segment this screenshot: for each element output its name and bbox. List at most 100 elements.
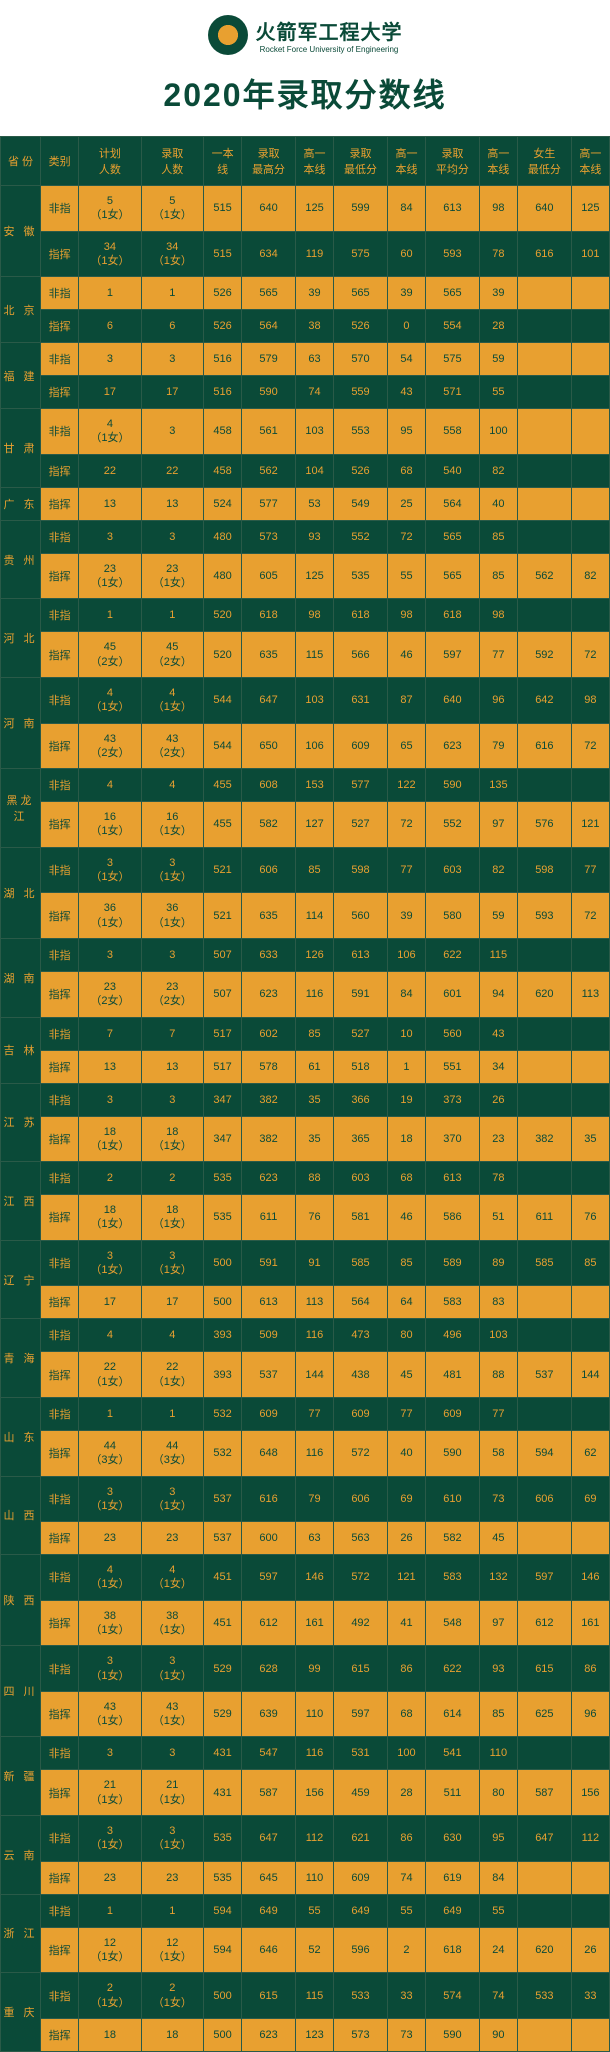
data-cell: 90 bbox=[479, 2018, 517, 2051]
data-cell: 1 bbox=[79, 599, 141, 632]
province-cell: 广 东 bbox=[1, 487, 41, 520]
data-cell: 533 bbox=[518, 1973, 572, 2019]
data-cell: 1 bbox=[79, 277, 141, 310]
admission-scores-table: 省 份类别计划人数录取人数一本线录取最高分高一本线录取最低分高一本线录取平均分高… bbox=[0, 136, 610, 2052]
data-cell: 520 bbox=[204, 632, 242, 678]
data-cell: 13 bbox=[141, 487, 203, 520]
data-cell: 28 bbox=[387, 1770, 425, 1816]
data-cell: 51 bbox=[479, 1195, 517, 1241]
data-cell: 614 bbox=[426, 1691, 480, 1737]
data-cell: 39 bbox=[479, 277, 517, 310]
data-cell: 572 bbox=[334, 1430, 388, 1476]
data-cell bbox=[518, 1017, 572, 1050]
data-cell: 指挥 bbox=[41, 376, 79, 409]
data-cell: 618 bbox=[426, 599, 480, 632]
data-cell: 指挥 bbox=[41, 2018, 79, 2051]
data-cell: 3（1女） bbox=[79, 1646, 141, 1692]
data-cell: 116 bbox=[295, 1319, 333, 1352]
data-cell: 3 bbox=[141, 1083, 203, 1116]
table-row: 新 疆非指33431547116531100541110 bbox=[1, 1737, 610, 1770]
data-cell: 121 bbox=[387, 1555, 425, 1601]
data-cell: 100 bbox=[479, 409, 517, 455]
data-cell: 2 bbox=[387, 1927, 425, 1973]
data-cell: 指挥 bbox=[41, 971, 79, 1017]
data-cell: 24 bbox=[479, 1927, 517, 1973]
data-cell: 18（1女） bbox=[141, 1195, 203, 1241]
data-cell: 156 bbox=[571, 1770, 609, 1816]
data-cell: 82 bbox=[479, 847, 517, 893]
data-cell: 指挥 bbox=[41, 231, 79, 277]
table-row: 指挥43（1女）43（1女）529639110597686148562596 bbox=[1, 1691, 610, 1737]
data-cell bbox=[518, 1861, 572, 1894]
data-cell: 591 bbox=[334, 971, 388, 1017]
data-cell: 68 bbox=[387, 454, 425, 487]
data-cell: 3 bbox=[141, 520, 203, 553]
data-cell: 非指 bbox=[41, 277, 79, 310]
data-cell: 500 bbox=[204, 1973, 242, 2019]
data-cell: 544 bbox=[204, 723, 242, 769]
data-cell: 592 bbox=[518, 632, 572, 678]
data-cell: 365 bbox=[334, 1116, 388, 1162]
data-cell: 84 bbox=[479, 1861, 517, 1894]
data-cell bbox=[571, 376, 609, 409]
data-cell: 23（2女） bbox=[79, 971, 141, 1017]
data-cell: 153 bbox=[295, 769, 333, 802]
data-cell: 19 bbox=[387, 1083, 425, 1116]
data-cell: 537 bbox=[242, 1352, 296, 1398]
data-cell: 2 bbox=[79, 1162, 141, 1195]
data-cell: 13 bbox=[141, 1050, 203, 1083]
data-cell: 38（1女） bbox=[141, 1600, 203, 1646]
data-cell: 587 bbox=[242, 1770, 296, 1816]
data-cell: 82 bbox=[571, 553, 609, 599]
data-cell: 577 bbox=[242, 487, 296, 520]
data-cell: 55 bbox=[295, 1894, 333, 1927]
data-cell: 45 bbox=[387, 1352, 425, 1398]
data-cell: 590 bbox=[426, 769, 480, 802]
province-cell: 安 徽 bbox=[1, 186, 41, 277]
data-cell: 125 bbox=[295, 553, 333, 599]
data-cell: 22（1女） bbox=[79, 1352, 141, 1398]
data-cell: 110 bbox=[295, 1691, 333, 1737]
table-header-row: 省 份类别计划人数录取人数一本线录取最高分高一本线录取最低分高一本线录取平均分高… bbox=[1, 137, 610, 186]
data-cell bbox=[518, 454, 572, 487]
data-cell: 76 bbox=[295, 1195, 333, 1241]
data-cell: 616 bbox=[518, 723, 572, 769]
data-cell: 84 bbox=[387, 186, 425, 232]
data-cell bbox=[571, 277, 609, 310]
table-row: 指挥131351757861518155134 bbox=[1, 1050, 610, 1083]
data-cell: 52 bbox=[295, 1927, 333, 1973]
data-cell bbox=[571, 409, 609, 455]
data-cell: 4 bbox=[141, 769, 203, 802]
data-cell: 43（1女） bbox=[141, 1691, 203, 1737]
table-row: 指挥18（1女）18（1女）53561176581465865161176 bbox=[1, 1195, 610, 1241]
data-cell: 121 bbox=[571, 802, 609, 848]
data-cell: 85 bbox=[295, 847, 333, 893]
data-cell: 623 bbox=[242, 1162, 296, 1195]
province-cell: 贵 州 bbox=[1, 520, 41, 599]
data-cell: 2 bbox=[141, 1162, 203, 1195]
data-cell: 116 bbox=[295, 1430, 333, 1476]
data-cell: 91 bbox=[295, 1240, 333, 1286]
data-cell: 72 bbox=[571, 632, 609, 678]
data-cell: 79 bbox=[479, 723, 517, 769]
data-cell: 指挥 bbox=[41, 893, 79, 939]
data-cell: 583 bbox=[426, 1286, 480, 1319]
data-cell bbox=[571, 1522, 609, 1555]
table-row: 云 南非指3（1女）3（1女）5356471126218663095647112 bbox=[1, 1816, 610, 1862]
data-cell: 93 bbox=[295, 520, 333, 553]
table-body: 安 徽非指5（1女）5（1女）5156401255998461398640125… bbox=[1, 186, 610, 2052]
data-cell: 623 bbox=[426, 723, 480, 769]
university-logo-icon bbox=[208, 15, 248, 55]
data-cell: 指挥 bbox=[41, 454, 79, 487]
data-cell: 3 bbox=[79, 1083, 141, 1116]
data-cell: 指挥 bbox=[41, 1600, 79, 1646]
data-cell: 116 bbox=[295, 1737, 333, 1770]
data-cell: 非指 bbox=[41, 1737, 79, 1770]
data-cell: 116 bbox=[295, 971, 333, 1017]
data-cell: 515 bbox=[204, 186, 242, 232]
data-cell: 366 bbox=[334, 1083, 388, 1116]
data-cell: 535 bbox=[334, 553, 388, 599]
table-row: 指挥1717516590745594357155 bbox=[1, 376, 610, 409]
data-cell: 527 bbox=[334, 802, 388, 848]
data-cell: 指挥 bbox=[41, 723, 79, 769]
